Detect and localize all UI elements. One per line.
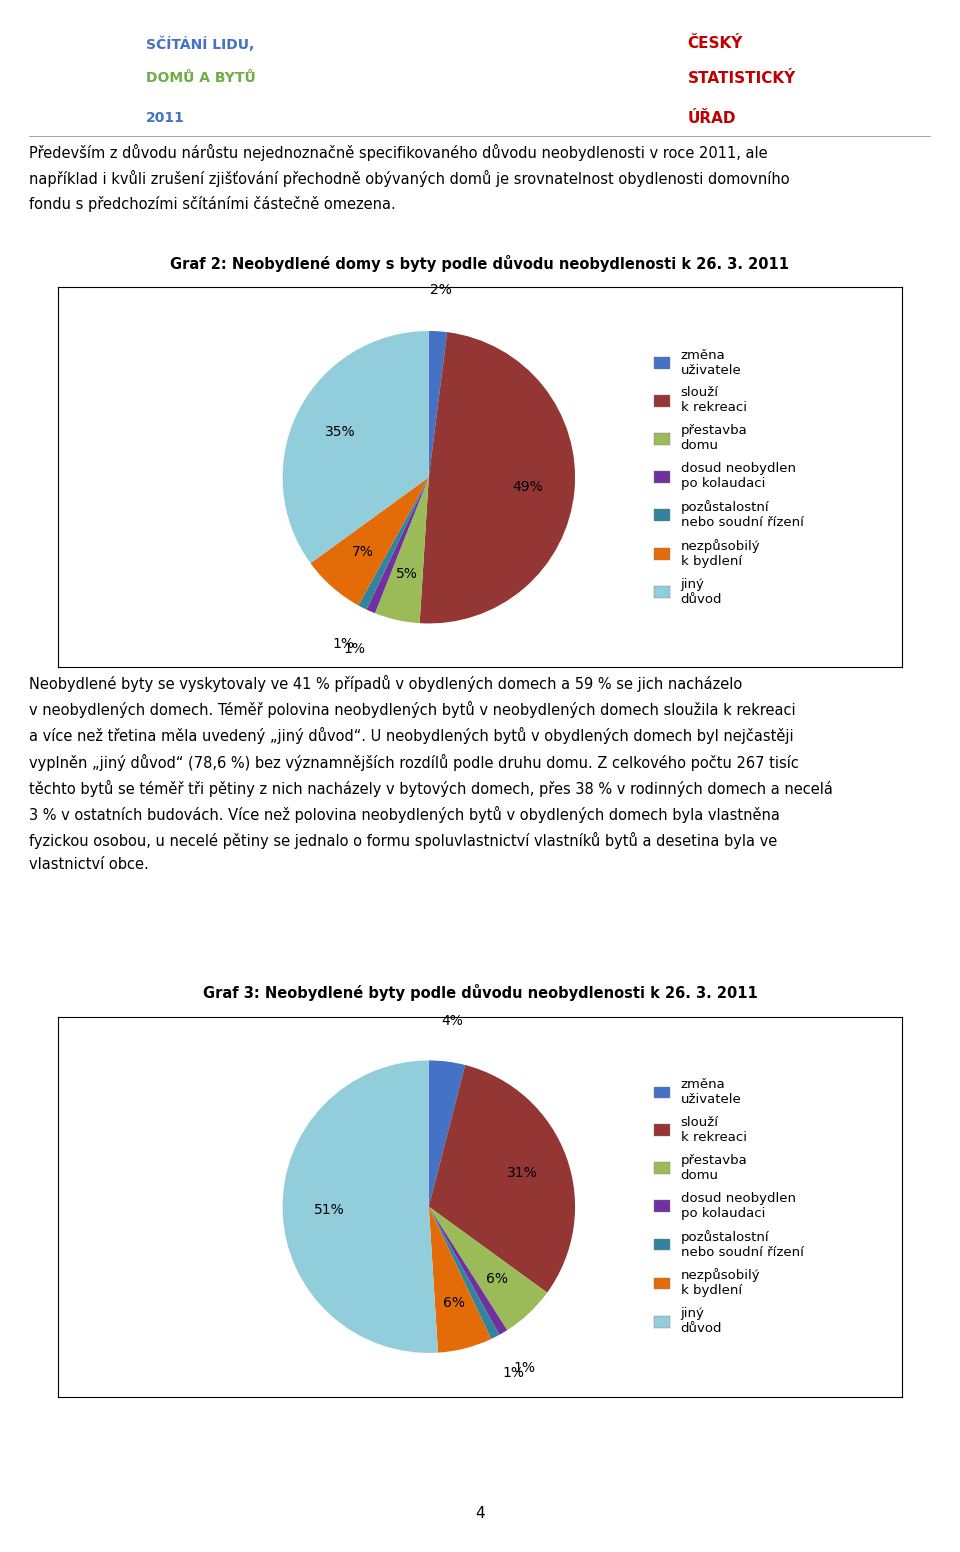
Text: Graf 3: Neobydlené byty podle důvodu neobydlenosti k 26. 3. 2011: Graf 3: Neobydlené byty podle důvodu neo… (203, 984, 757, 1001)
Text: ČESKÝ: ČESKÝ (687, 36, 743, 51)
Wedge shape (429, 1207, 499, 1339)
Text: 31%: 31% (507, 1166, 538, 1180)
Text: 6%: 6% (443, 1296, 465, 1310)
Legend: změna
uživatele, slouží
k rekreaci, přestavba
domu, dosud neobydlen
po kolaudaci: změna uživatele, slouží k rekreaci, přes… (649, 1072, 808, 1341)
Text: 2011: 2011 (146, 110, 185, 126)
Text: 35%: 35% (324, 425, 355, 439)
Text: 1%: 1% (333, 636, 355, 650)
Wedge shape (429, 1207, 547, 1330)
Wedge shape (429, 1207, 492, 1353)
Text: 49%: 49% (513, 480, 543, 494)
Wedge shape (429, 331, 447, 478)
Text: STATISTICKÝ: STATISTICKÝ (687, 71, 796, 87)
Text: 1%: 1% (344, 643, 366, 656)
Text: 4%: 4% (442, 1013, 464, 1027)
Wedge shape (429, 1207, 507, 1335)
Text: 51%: 51% (314, 1203, 345, 1217)
Wedge shape (429, 1060, 466, 1207)
Text: 1%: 1% (503, 1366, 525, 1380)
Text: DOMŮ A BYTŮ: DOMŮ A BYTŮ (146, 71, 256, 85)
Wedge shape (429, 1065, 575, 1293)
Text: SČÍTÁNÍ LIDU,: SČÍTÁNÍ LIDU, (146, 36, 254, 51)
Text: Graf 2: Neobydlené domy s byty podle důvodu neobydlenosti k 26. 3. 2011: Graf 2: Neobydlené domy s byty podle dův… (171, 255, 789, 272)
Wedge shape (358, 478, 429, 610)
Text: 2%: 2% (430, 284, 451, 298)
Legend: změna
uživatele, slouží
k rekreaci, přestavba
domu, dosud neobydlen
po kolaudaci: změna uživatele, slouží k rekreaci, přes… (649, 343, 808, 611)
Wedge shape (420, 332, 575, 624)
Wedge shape (282, 331, 429, 563)
Wedge shape (310, 478, 429, 605)
Text: 1%: 1% (513, 1361, 535, 1375)
Text: 5%: 5% (396, 568, 418, 582)
Text: 4: 4 (475, 1505, 485, 1521)
Wedge shape (375, 478, 429, 624)
Text: 6%: 6% (486, 1273, 508, 1287)
Wedge shape (282, 1060, 438, 1353)
Text: 7%: 7% (352, 545, 374, 559)
Text: ÚŘAD: ÚŘAD (687, 110, 736, 126)
Text: Neobydlené byty se vyskytovaly ve 41 % případů v obydlených domech a 59 % se jic: Neobydlené byty se vyskytovaly ve 41 % p… (29, 675, 832, 872)
Text: Především z důvodu nárůstu nejednoznačně specifikovaného důvodu neobydlenosti v : Především z důvodu nárůstu nejednoznačně… (29, 144, 789, 213)
Wedge shape (367, 478, 429, 613)
